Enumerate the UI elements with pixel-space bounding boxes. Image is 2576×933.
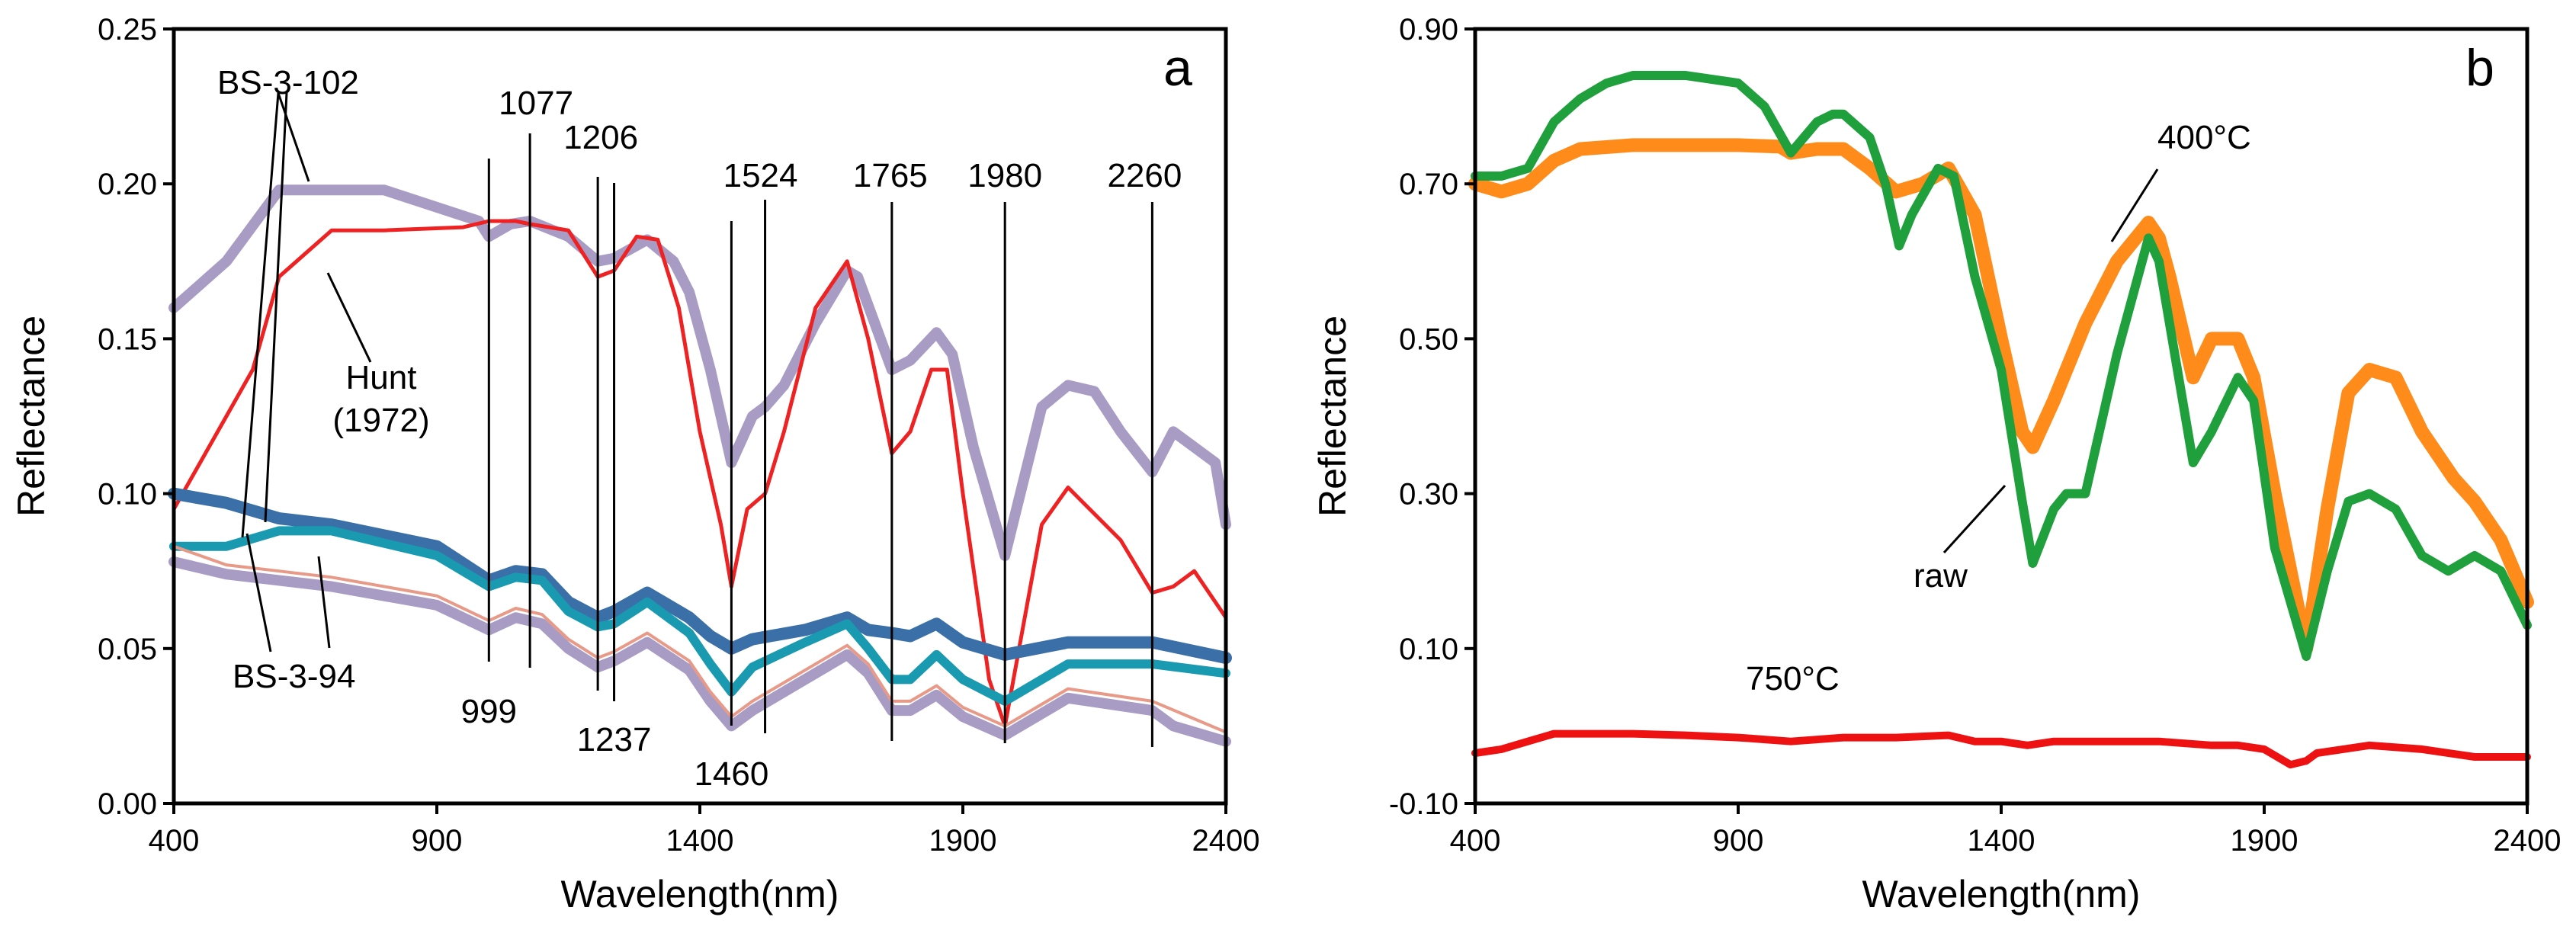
series-bs-3-102-line [168,184,1231,561]
y-tick-label: 0.15 [98,322,157,356]
reference-label-999: 999 [461,693,517,730]
x-tick-label: 1900 [2231,824,2299,858]
panel-b-series [1468,71,2534,769]
series-bs-3-94-teal-line [169,526,1230,706]
y-tick-label: -0.10 [1389,787,1458,821]
series-bs-3-94-upper-line [168,487,1232,664]
reference-label-1077: 1077 [499,85,573,122]
panel-a-series [168,184,1232,747]
series-bs-3-94-lower-line [168,556,1231,747]
x-tick-label: 2400 [1192,824,1260,858]
x-tick-label: 900 [1713,824,1764,858]
reference-label-1237: 1237 [577,721,652,758]
y-tick-label: 0.10 [1399,633,1458,666]
panel-b-leaders [1942,168,2159,554]
label-bs-3-102: BS-3-102 [217,64,359,101]
x-tick-label: 400 [149,824,200,858]
y-tick-label: 0.30 [1399,478,1458,511]
label-400c: 400°C [2157,119,2251,156]
panel-b-letter: b [2465,39,2494,97]
reference-label-1980: 1980 [967,157,1042,194]
panel-a-letter: a [1163,39,1192,97]
panel-a-ylabel: Reflectance [10,316,53,517]
x-tick-label: 1400 [1968,824,2035,858]
y-tick-label: 0.10 [98,478,157,511]
label-raw: raw [1914,557,1968,595]
panel-b-axes: 400 900 1400 1900 2400 -0.10 0.10 0.30 0.50 0.70 0… [1389,13,2562,858]
y-tick-label: 0.20 [98,168,157,201]
x-tick-label: 400 [1450,824,1501,858]
series-750-c-line [1471,729,2531,769]
x-tick-label: 1400 [666,824,734,858]
y-tick-label: 0.00 [98,787,157,821]
label-hunt-year: (1972) [332,402,429,439]
panel-a-xlabel: Wavelength(nm) [561,873,839,915]
y-tick-label: 0.05 [98,633,157,666]
reference-label-1460: 1460 [694,755,768,793]
reference-label-2260: 2260 [1107,157,1182,194]
panel-b-xlabel: Wavelength(nm) [1862,873,2141,915]
series-400-c-line [1468,138,2534,656]
reference-label-1765: 1765 [853,157,928,194]
x-tick-label: 900 [412,824,463,858]
panel-a-leaders [241,92,372,652]
panel-b: 400 900 1400 1900 2400 -0.10 0.10 0.30 0.50 0.70 0… [1311,13,2561,915]
series-bs-3-94-pink-line [172,544,1227,734]
series-raw-line [1471,71,2532,661]
label-bs-3-94: BS-3-94 [233,658,355,695]
y-tick-label: 0.25 [98,13,157,46]
panel-b-ylabel: Reflectance [1311,316,1354,517]
label-750c: 750°C [1746,660,1840,697]
panel-a-axes: 400 900 1400 1900 2400 0.00 0.05 0.10 0.15 0.20 0.… [98,13,1259,858]
label-hunt: Hunt [346,359,417,396]
y-tick-label: 0.90 [1399,13,1458,46]
series-hunt-1972-line [172,219,1228,728]
reference-label-1524: 1524 [723,157,798,194]
x-tick-label: 2400 [2494,824,2562,858]
x-tick-label: 1900 [929,824,997,858]
y-tick-label: 0.50 [1399,322,1458,356]
y-tick-label: 0.70 [1399,168,1458,201]
reference-label-1206: 1206 [563,119,638,156]
